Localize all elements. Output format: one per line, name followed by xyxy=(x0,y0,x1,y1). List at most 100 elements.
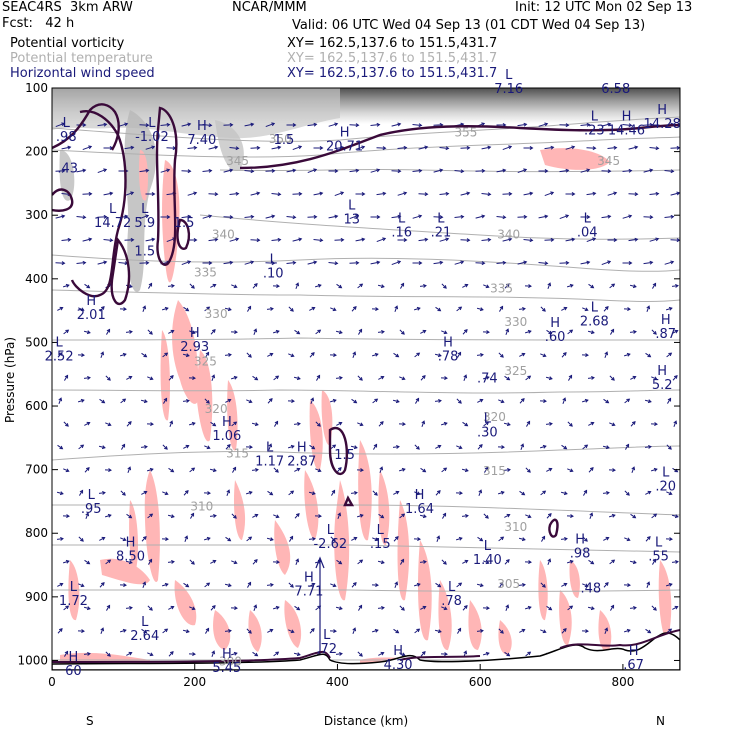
wind-vector-head xyxy=(310,397,315,402)
wind-vector xyxy=(351,537,357,541)
wind-vector-head xyxy=(632,375,637,380)
wind-vector xyxy=(628,238,638,242)
wind-vector-head xyxy=(59,306,64,311)
wind-vector-head xyxy=(170,329,175,334)
wind-vector xyxy=(435,490,441,496)
extremum-marker: H xyxy=(340,125,350,140)
wind-vector-head xyxy=(128,514,133,519)
wind-vector xyxy=(244,261,254,265)
wind-vector-head xyxy=(164,446,168,450)
wind-vector-head xyxy=(124,122,129,127)
wind-vector xyxy=(118,262,128,264)
wind-vector xyxy=(55,215,65,219)
x-axis: 0 200 400 600 800 xyxy=(48,664,634,689)
wind-vector-head xyxy=(478,489,483,494)
wind-vector-head xyxy=(144,444,148,449)
wind-vector-head xyxy=(548,376,553,381)
wind-vector xyxy=(664,170,674,172)
wind-vector-head xyxy=(59,491,64,496)
wind-vector-head xyxy=(506,513,511,518)
theta-contour-label: 355 xyxy=(454,126,477,140)
extremum-value: .95 xyxy=(81,502,102,517)
wind-vector xyxy=(99,582,105,588)
wind-vector-head xyxy=(290,444,295,449)
wind-vector xyxy=(652,559,656,565)
wind-vector-head xyxy=(655,146,660,151)
wind-vector-head xyxy=(547,558,552,563)
wind-vector xyxy=(309,352,315,358)
wind-vector-head xyxy=(607,260,612,265)
theta-contour-label: 315 xyxy=(226,447,249,461)
wind-vector xyxy=(629,284,637,288)
wind-vector-head xyxy=(604,351,609,356)
wind-vector xyxy=(288,306,294,312)
wind-vector-head xyxy=(464,422,469,427)
wind-vector-head xyxy=(60,536,64,541)
wind-vector xyxy=(540,490,546,496)
wind-vector-head xyxy=(605,445,610,450)
extremum-value: 1.5 xyxy=(274,133,295,148)
wind-vector xyxy=(205,628,209,634)
wind-vector-head xyxy=(352,582,357,586)
wind-vector xyxy=(602,492,610,494)
wind-vector-head xyxy=(339,375,343,380)
extremum-marker: L xyxy=(323,628,331,643)
wind-vector xyxy=(498,628,504,634)
wind-vector xyxy=(189,606,195,610)
wind-vector xyxy=(586,192,596,196)
wind-vector-head xyxy=(646,536,651,540)
wind-vector xyxy=(307,123,317,127)
wind-vector-head xyxy=(277,237,282,242)
wind-vector-head xyxy=(401,513,406,518)
wind-vector-head xyxy=(649,260,654,265)
wind-vector-head xyxy=(208,261,213,265)
wind-vector-head xyxy=(100,306,105,310)
wind-vector xyxy=(436,536,440,542)
wind-vector-head xyxy=(171,559,175,564)
wind-vector xyxy=(519,398,525,404)
wind-vector xyxy=(336,467,342,473)
wind-vector-head xyxy=(626,398,631,403)
wind-vector-head xyxy=(424,145,429,150)
wind-vector-head xyxy=(85,467,90,471)
init-time: Init: 12 UTC Mon 02 Sep 13 xyxy=(515,0,693,15)
wind-vector-head xyxy=(633,329,637,334)
wind-vector xyxy=(334,191,344,197)
wind-vector-head xyxy=(86,560,91,565)
wind-vector-head xyxy=(382,146,387,151)
wind-vector xyxy=(223,169,233,173)
wind-vector-head xyxy=(317,468,322,473)
wind-vector xyxy=(77,399,85,403)
wind-vector-head xyxy=(466,238,471,243)
wind-vector-head xyxy=(481,122,486,127)
extremum-marker: H xyxy=(222,415,232,430)
wind-vector-head xyxy=(169,651,174,655)
wind-vector-head xyxy=(438,398,442,403)
wind-vector-head xyxy=(148,282,153,287)
wind-vector-head xyxy=(647,399,652,404)
wind-vector xyxy=(307,261,317,265)
wind-vector xyxy=(498,399,504,403)
wind-vector-head xyxy=(590,560,595,565)
wind-vector-head xyxy=(106,604,111,609)
wind-vector xyxy=(622,124,632,126)
wind-vector-head xyxy=(64,650,69,655)
wind-vector xyxy=(210,560,216,564)
wind-vector-head xyxy=(234,330,238,335)
wind-vector xyxy=(630,513,636,519)
wind-vector xyxy=(335,653,343,655)
wind-vector xyxy=(462,560,468,564)
wind-vector xyxy=(601,123,611,127)
wind-vector xyxy=(546,329,552,335)
wind-vector-head xyxy=(253,328,258,333)
wind-vector xyxy=(525,651,531,657)
wind-vector-head xyxy=(521,628,526,633)
wind-vector-head xyxy=(145,260,150,265)
wind-vector-head xyxy=(439,168,444,173)
wind-vector-head xyxy=(395,399,400,404)
wind-vector xyxy=(399,605,405,611)
extremum-value: 1.06 xyxy=(212,429,241,444)
wind-vector-head xyxy=(185,444,190,449)
wind-vector xyxy=(643,261,653,265)
wind-vector-head xyxy=(235,146,240,151)
